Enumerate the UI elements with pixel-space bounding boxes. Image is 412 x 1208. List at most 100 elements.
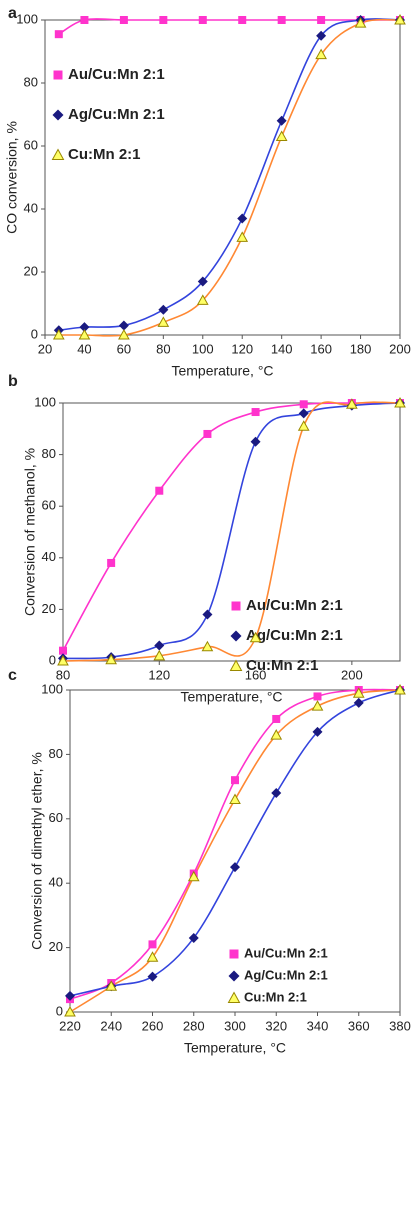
data-point [317,16,326,24]
data-point [158,304,169,315]
x-axis-label: Temperature, °C [184,1040,286,1056]
data-point [346,398,358,409]
x-tick-label: 260 [142,1018,164,1033]
data-point [277,16,286,24]
plot-frame [69,689,401,1013]
data-point [272,714,281,723]
data-point [236,231,249,242]
series-line [62,401,401,662]
series-line [69,688,401,1000]
x-tick-label: 80 [156,341,170,356]
data-point [197,276,208,287]
series-line [69,689,401,1013]
x-tick-label: 120 [148,667,170,682]
data-point [251,408,260,417]
legend-label: Cu:Mn 2:1 [246,657,319,674]
data-point [59,646,67,655]
data-point [157,316,170,327]
data-point [80,16,89,24]
data-point [250,436,261,447]
data-point [79,322,90,333]
y-tick-label: 100 [41,681,63,696]
legend-marker [229,659,243,671]
data-point [57,654,69,666]
data-point [118,328,130,340]
y-axis-label: Conversion of dimethyl ether, % [29,752,45,950]
series-line [62,402,401,660]
data-point [64,1005,76,1017]
x-tick-label: 20 [38,341,52,356]
y-tick-label: 80 [24,74,38,89]
legend-marker [53,70,63,80]
data-point [231,776,239,785]
data-point [105,980,118,991]
data-point [159,16,168,24]
legend-marker [227,991,241,1003]
data-point [198,16,207,24]
legend-label: Ag/Cu:Mn 2:1 [244,967,328,982]
x-tick-label: 180 [350,341,372,356]
data-point [54,30,63,39]
data-point [196,294,209,305]
x-axis-label: Temperature, °C [180,689,282,705]
legend-marker [51,148,65,160]
y-tick-label: 60 [42,498,56,513]
data-point [249,631,262,643]
legend-label: Ag/Cu:Mn 2:1 [246,627,343,644]
data-point [187,870,200,882]
data-point [238,16,247,24]
y-tick-label: 0 [31,326,38,341]
data-point [119,16,128,24]
series-line [58,18,401,337]
legend-marker [231,601,241,611]
data-point [188,932,199,943]
x-tick-label: 120 [231,341,253,356]
plot-frame [62,402,401,662]
data-point [270,729,283,740]
data-point [203,429,212,438]
series-line [58,18,401,332]
data-point [229,793,241,804]
data-point [352,687,365,698]
panel-label: b [8,373,18,390]
panel-label: c [8,667,17,684]
panel-label: a [8,5,17,22]
data-point [78,328,91,340]
data-point [52,328,65,340]
data-point [271,788,282,799]
legend-marker [52,109,64,121]
y-tick-label: 20 [24,263,38,278]
series-line [58,18,400,35]
x-tick-label: 300 [224,1018,246,1033]
data-point [313,692,322,701]
data-point [298,408,309,419]
x-tick-label: 220 [59,1018,81,1033]
x-tick-label: 200 [341,667,363,682]
x-tick-label: 140 [271,341,293,356]
x-tick-label: 200 [389,341,411,356]
data-point [394,683,406,695]
x-tick-label: 340 [307,1018,329,1033]
x-tick-label: 240 [100,1018,122,1033]
data-point [230,862,240,873]
y-tick-label: 100 [16,11,38,26]
data-point [353,697,364,708]
x-tick-label: 80 [56,667,70,682]
data-point [65,990,75,1001]
y-tick-label: 80 [49,746,63,761]
legend-label: Au/Cu:Mn 2:1 [246,597,343,614]
legend-label: Ag/Cu:Mn 2:1 [68,106,165,123]
y-tick-label: 20 [49,939,63,954]
x-tick-label: 60 [117,341,131,356]
data-point [311,700,324,711]
data-point [201,640,214,652]
y-tick-label: 80 [42,446,56,461]
data-point [107,558,116,567]
data-point [118,320,129,331]
data-point [153,649,166,661]
x-axis-label: Temperature, °C [171,363,273,379]
y-axis-label: Conversion of methanol, % [22,448,38,616]
x-tick-label: 320 [265,1018,287,1033]
data-point [275,130,288,142]
